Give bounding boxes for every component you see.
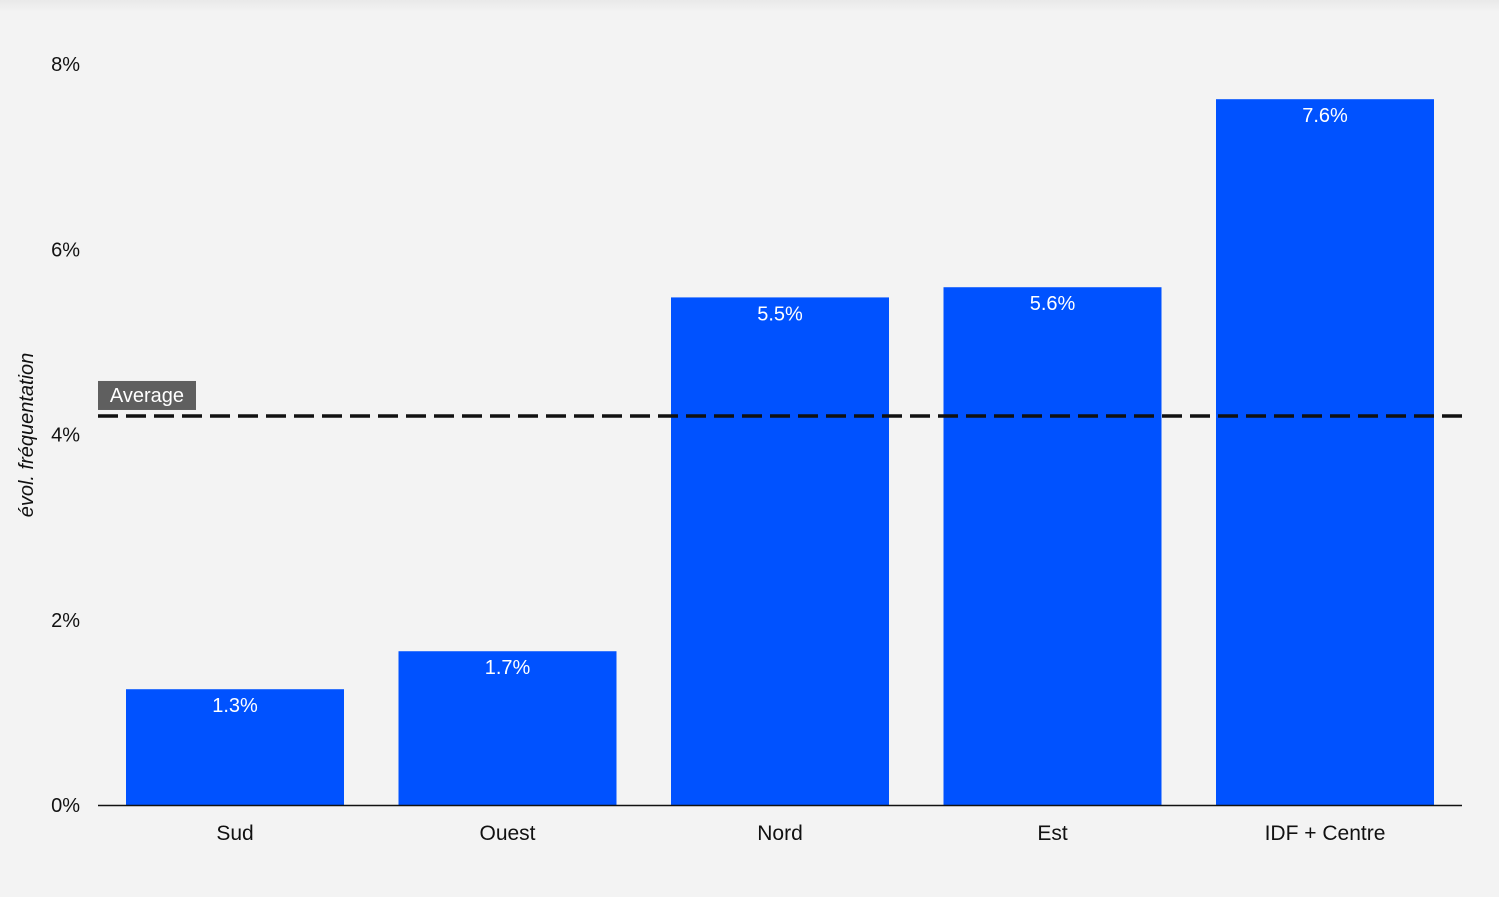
x-category-label: Ouest	[479, 822, 535, 845]
y-tick-label: 6%	[51, 239, 80, 261]
y-axis-title: évol. fréquentation	[16, 353, 38, 518]
bar-sud	[126, 689, 344, 805]
x-category-label: IDF + Centre	[1265, 822, 1386, 845]
bar-data-label: 5.6%	[1030, 293, 1076, 315]
average-badge	[98, 380, 196, 410]
bar-data-label: 5.5%	[757, 303, 803, 325]
bar-ouest	[398, 651, 617, 805]
x-axis-labels: Sud Ouest Nord Est IDF + Centre	[216, 822, 1385, 845]
y-tick-label: 0%	[51, 795, 80, 817]
x-category-label: Nord	[757, 822, 803, 845]
bars-group: 1.3% 1.7% 5.5% 5.6% 7.6%	[126, 99, 1434, 805]
top-edge-shadow	[0, 0, 1499, 12]
y-tick-label: 2%	[51, 610, 80, 632]
x-category-label: Sud	[216, 822, 253, 845]
bar-data-label: 1.7%	[485, 657, 531, 679]
bar-data-label: 1.3%	[212, 695, 258, 717]
y-tick-label: 4%	[51, 425, 80, 447]
bar-est	[943, 287, 1162, 805]
y-axis-ticks: 0% 2% 4% 6% 8%	[51, 54, 80, 817]
average-label: Average	[110, 385, 184, 407]
y-tick-label: 8%	[51, 54, 80, 76]
average-line-group: Average	[98, 380, 1462, 418]
x-category-label: Est	[1037, 822, 1068, 845]
bar-nord	[671, 297, 889, 805]
bar-idf-centre	[1216, 99, 1434, 805]
bar-data-label: 7.6%	[1302, 105, 1348, 127]
